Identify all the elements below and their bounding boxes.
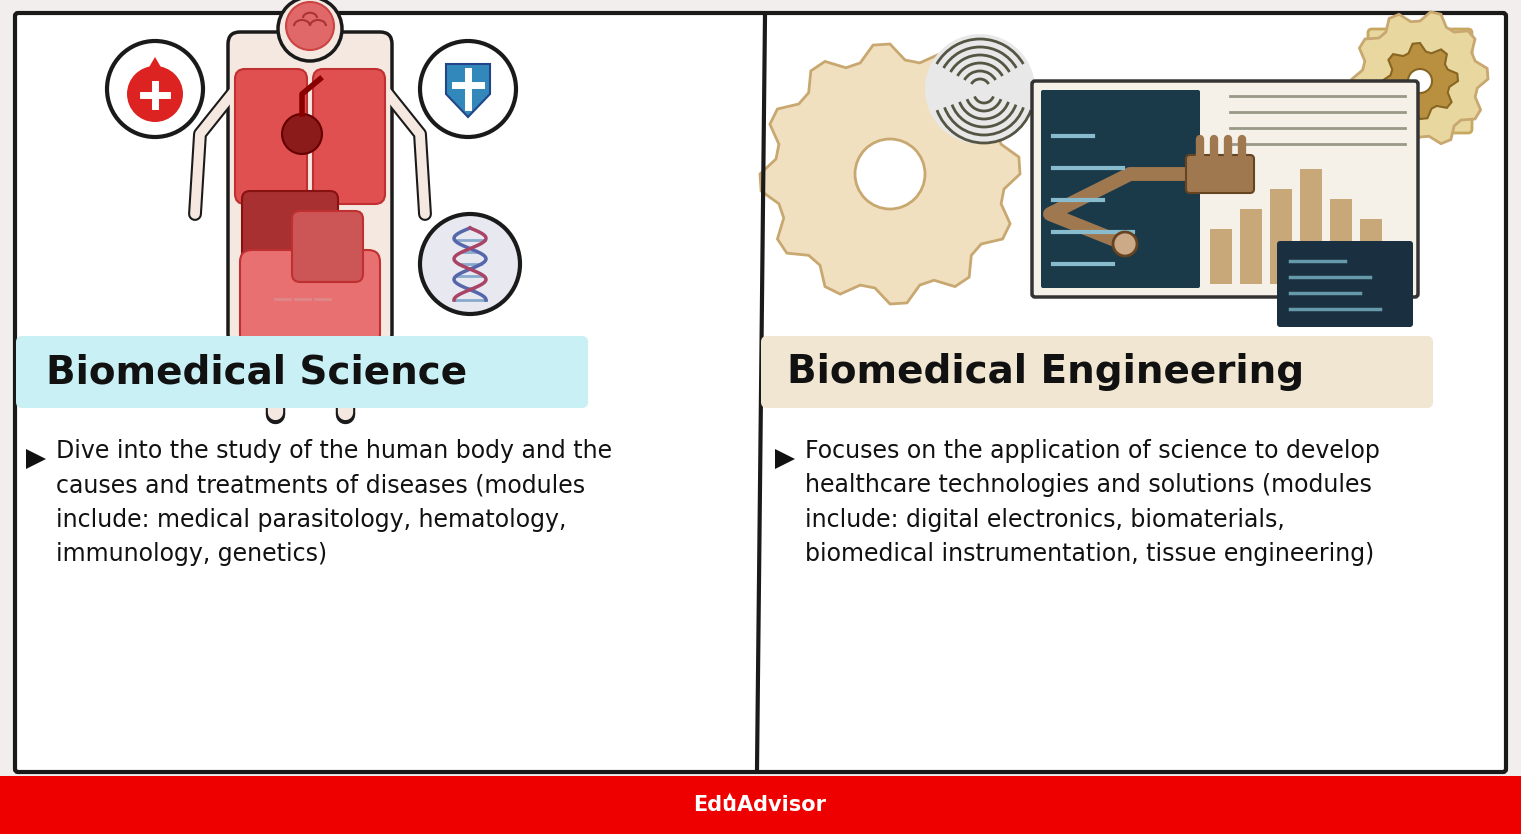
Polygon shape bbox=[446, 64, 490, 117]
Polygon shape bbox=[1383, 43, 1459, 119]
FancyBboxPatch shape bbox=[292, 211, 364, 282]
Circle shape bbox=[286, 2, 335, 50]
Text: Focuses on the application of science to develop
healthcare technologies and sol: Focuses on the application of science to… bbox=[805, 439, 1380, 566]
Circle shape bbox=[278, 0, 342, 61]
Bar bbox=[1300, 169, 1322, 284]
Circle shape bbox=[126, 66, 183, 122]
Text: Biomedical Science: Biomedical Science bbox=[46, 353, 467, 391]
FancyBboxPatch shape bbox=[15, 13, 1506, 772]
Bar bbox=[1211, 229, 1232, 284]
FancyBboxPatch shape bbox=[240, 250, 380, 346]
Polygon shape bbox=[760, 44, 1021, 304]
Text: Dive into the study of the human body and the
causes and treatments of diseases : Dive into the study of the human body an… bbox=[56, 439, 611, 566]
FancyBboxPatch shape bbox=[236, 69, 307, 204]
Circle shape bbox=[1408, 69, 1431, 93]
Bar bbox=[297, 14, 324, 49]
Polygon shape bbox=[1352, 12, 1488, 146]
FancyBboxPatch shape bbox=[1186, 155, 1253, 193]
FancyBboxPatch shape bbox=[1278, 241, 1413, 327]
Circle shape bbox=[106, 41, 202, 137]
Circle shape bbox=[1402, 61, 1437, 97]
Polygon shape bbox=[141, 57, 169, 81]
Text: ▲: ▲ bbox=[726, 791, 733, 801]
Bar bbox=[1270, 189, 1291, 284]
Circle shape bbox=[1113, 232, 1138, 256]
FancyBboxPatch shape bbox=[17, 336, 589, 408]
FancyBboxPatch shape bbox=[313, 69, 385, 204]
Text: Biomedical Engineering: Biomedical Engineering bbox=[786, 353, 1303, 391]
Bar bbox=[1240, 209, 1262, 284]
FancyBboxPatch shape bbox=[1033, 81, 1418, 297]
Polygon shape bbox=[26, 449, 46, 469]
FancyBboxPatch shape bbox=[1367, 29, 1472, 133]
Circle shape bbox=[420, 41, 516, 137]
FancyBboxPatch shape bbox=[760, 336, 1433, 408]
FancyBboxPatch shape bbox=[228, 32, 392, 346]
Circle shape bbox=[281, 114, 322, 154]
Bar bbox=[0, 776, 1521, 834]
Polygon shape bbox=[776, 449, 795, 469]
FancyBboxPatch shape bbox=[242, 191, 338, 267]
Circle shape bbox=[420, 214, 520, 314]
FancyBboxPatch shape bbox=[1040, 90, 1200, 288]
Bar bbox=[1360, 219, 1383, 284]
Circle shape bbox=[855, 139, 925, 209]
Bar bbox=[1329, 199, 1352, 284]
Text: EduAdvisor: EduAdvisor bbox=[694, 795, 826, 815]
Circle shape bbox=[925, 34, 1034, 144]
